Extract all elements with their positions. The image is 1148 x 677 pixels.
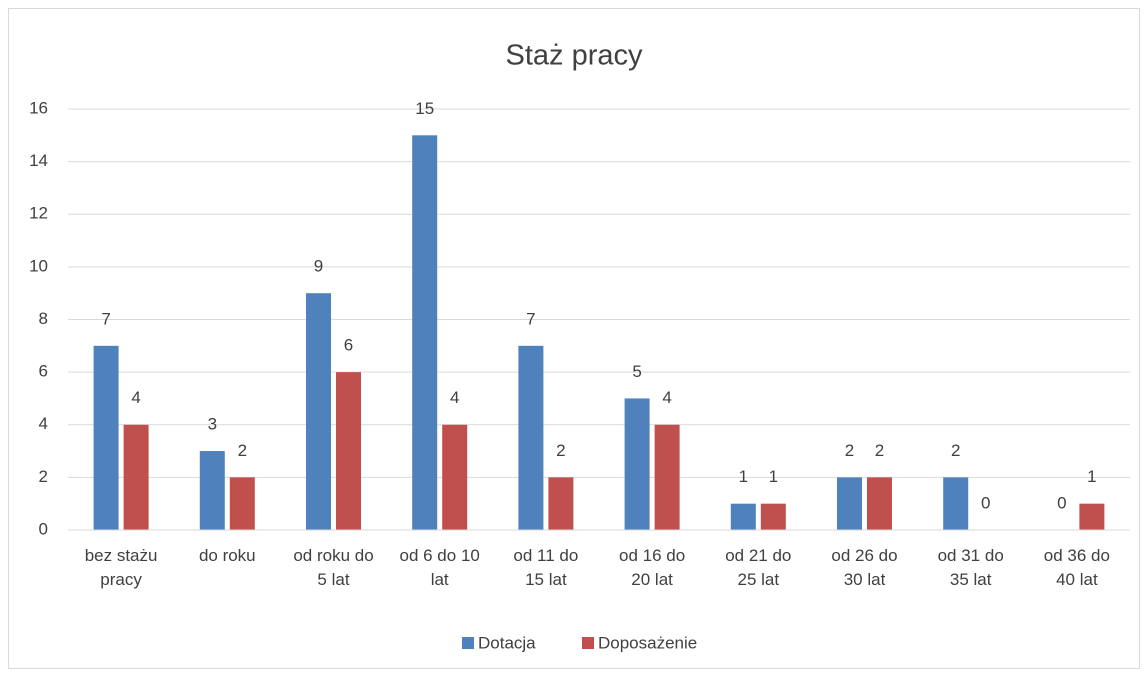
x-tick-label: bez stażu pracy [84, 546, 158, 589]
bar [943, 477, 969, 530]
data-label: 4 [662, 388, 671, 407]
bar [199, 451, 225, 530]
bar [730, 503, 756, 530]
data-label: 15 [415, 99, 434, 118]
x-tick-label: od 21 do 25 lat [725, 546, 792, 589]
chart-title: Staż pracy [506, 40, 643, 72]
x-tick-label: do roku [198, 546, 256, 565]
data-label: 2 [845, 441, 854, 460]
legend-swatch [462, 637, 474, 649]
data-label: 2 [238, 441, 247, 460]
x-tick-label: od 11 do 15 lat [513, 546, 579, 589]
bar [654, 424, 680, 530]
legend-swatch [582, 637, 594, 649]
x-tick-label-box: od roku do 5 lat [293, 546, 374, 589]
bar [837, 477, 862, 530]
data-label: 2 [875, 441, 884, 460]
x-tick-label: od 6 do 10 lat [399, 546, 480, 589]
data-label: 9 [314, 257, 323, 276]
legend-label: Dotacja [478, 633, 536, 652]
data-label: 0 [981, 493, 990, 512]
data-label: 7 [101, 309, 110, 328]
x-tick-label-box: od 21 do 25 lat [725, 546, 792, 589]
bar [306, 293, 331, 530]
y-tick-label: 8 [39, 309, 48, 328]
x-tick-label-box: bez stażu pracy [84, 546, 158, 589]
bar [518, 345, 544, 530]
bar [229, 477, 255, 530]
x-tick-label-box: od 31 do 35 lat [937, 546, 1004, 589]
bar [442, 424, 468, 530]
bar [93, 345, 119, 530]
y-tick-label: 14 [29, 151, 48, 170]
y-tick-label: 16 [29, 98, 48, 117]
x-tick-label-box: od 6 do 10 lat [399, 546, 480, 589]
y-tick-label: 6 [39, 362, 48, 381]
y-tick-label: 0 [39, 519, 48, 538]
data-label: 5 [632, 362, 641, 381]
y-tick-label: 10 [29, 256, 48, 275]
x-tick-label: od 31 do 35 lat [937, 546, 1004, 589]
data-label: 4 [450, 388, 459, 407]
x-tick-label: od 26 do 30 lat [831, 546, 898, 589]
x-tick-label: od roku do 5 lat [293, 546, 374, 589]
data-label: 1 [739, 467, 748, 486]
bar [123, 424, 149, 530]
bar [336, 372, 361, 530]
chart-frame [8, 8, 1140, 669]
y-tick-label: 2 [39, 467, 48, 486]
data-label: 7 [526, 309, 535, 328]
data-label: 2 [951, 441, 960, 460]
y-tick-label: 12 [29, 204, 48, 223]
data-label: 4 [131, 388, 140, 407]
data-label: 1 [769, 467, 778, 486]
x-tick-label: od 16 do 20 lat [619, 546, 686, 589]
bar [1079, 503, 1105, 530]
x-tick-label-box: od 26 do 30 lat [831, 546, 898, 589]
y-tick-label: 4 [39, 414, 48, 433]
x-tick-label: od 36 do 40 lat [1043, 546, 1110, 589]
bar [867, 477, 892, 530]
legend-label: Doposażenie [598, 633, 697, 652]
data-label: 0 [1057, 493, 1066, 512]
data-label: 2 [556, 441, 565, 460]
data-label: 3 [208, 415, 217, 434]
bar [412, 135, 438, 530]
x-tick-label-box: od 16 do 20 lat [619, 546, 686, 589]
data-label: 6 [344, 336, 353, 355]
bar [624, 398, 650, 530]
x-tick-label-box: do roku [198, 546, 256, 565]
x-tick-label-box: od 36 do 40 lat [1043, 546, 1110, 589]
data-label: 1 [1087, 467, 1096, 486]
bar [548, 477, 574, 530]
x-tick-label-box: od 11 do 15 lat [513, 546, 579, 589]
bar [760, 503, 786, 530]
